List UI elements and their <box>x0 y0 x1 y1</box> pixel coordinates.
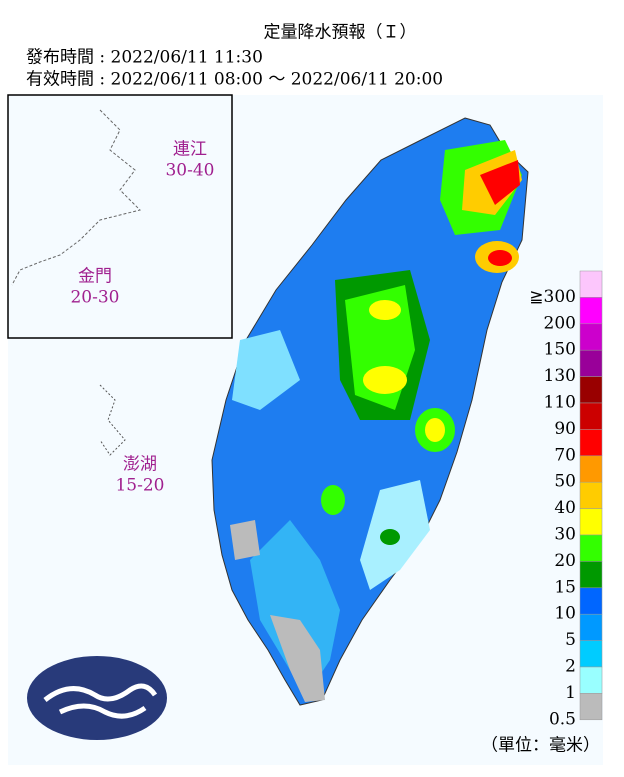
legend-label: 10 <box>554 604 576 624</box>
area-gray2 <box>270 615 325 702</box>
legend-label: 2 <box>565 657 576 677</box>
island-name: 金門 <box>78 267 112 287</box>
legend-swatch <box>579 481 603 509</box>
taiwan-map <box>211 117 529 706</box>
area-cyan <box>232 330 300 410</box>
legend-label: 70 <box>554 445 576 465</box>
legend-swatch <box>579 402 603 430</box>
legend-label: ≧300 <box>529 287 576 307</box>
legend-swatch <box>579 376 603 404</box>
island-name: 澎湖 <box>123 455 157 475</box>
legend-label: 200 <box>544 313 576 333</box>
area-s-green <box>321 485 345 515</box>
island-range: 15-20 <box>115 476 164 496</box>
inset-coast <box>11 109 141 286</box>
area-s-dgreen <box>380 529 400 545</box>
legend-swatch <box>579 323 603 351</box>
legend-swatch <box>579 561 603 589</box>
area-e-yellow2 <box>425 418 445 442</box>
area-ne-red <box>480 160 520 205</box>
inset-box <box>7 94 233 339</box>
legend-swatch <box>579 640 603 668</box>
legend-swatch <box>579 508 603 536</box>
legend-label: 15 <box>554 577 576 597</box>
legend-label: 30 <box>554 525 576 545</box>
issued-time: 發布時間 : 2022/06/11 11:30 <box>26 48 263 68</box>
legend-swatch <box>579 587 603 615</box>
legend-swatch <box>579 349 603 377</box>
legend-label: 90 <box>554 419 576 439</box>
legend-swatch <box>579 693 603 721</box>
penghu-coast <box>99 384 126 456</box>
unit-label: （單位：毫米） <box>481 736 600 756</box>
legend-swatch <box>579 270 603 298</box>
legend-swatch <box>579 666 603 694</box>
legend-label: 0.5 <box>549 709 576 729</box>
legend-label: 150 <box>544 340 576 360</box>
island-range: 30-40 <box>165 161 214 181</box>
legend-label: 110 <box>544 393 576 413</box>
valid-time: 有效時間 : 2022/06/11 08:00 ～ 2022/06/11 20:… <box>26 70 443 90</box>
legend-swatch <box>579 429 603 457</box>
island-name: 連江 <box>173 140 207 160</box>
legend-label: 130 <box>544 366 576 386</box>
legend-label: 20 <box>554 551 576 571</box>
title: 定量降水預報（Ｉ） <box>264 23 417 43</box>
legend-label: 50 <box>554 472 576 492</box>
area-yellow2 <box>369 300 401 320</box>
legend-swatch <box>579 613 603 641</box>
logo-swirl <box>43 683 158 719</box>
area-yellow <box>363 366 407 394</box>
area-gray <box>230 520 260 560</box>
legend-swatch <box>579 534 603 562</box>
legend-swatch <box>579 297 603 325</box>
island-range: 20-30 <box>70 288 119 308</box>
legend-label: 40 <box>554 498 576 518</box>
legend-label: 5 <box>565 630 576 650</box>
legend-label: 1 <box>565 683 576 703</box>
area-e-red <box>488 250 512 266</box>
legend-swatch <box>579 455 603 483</box>
